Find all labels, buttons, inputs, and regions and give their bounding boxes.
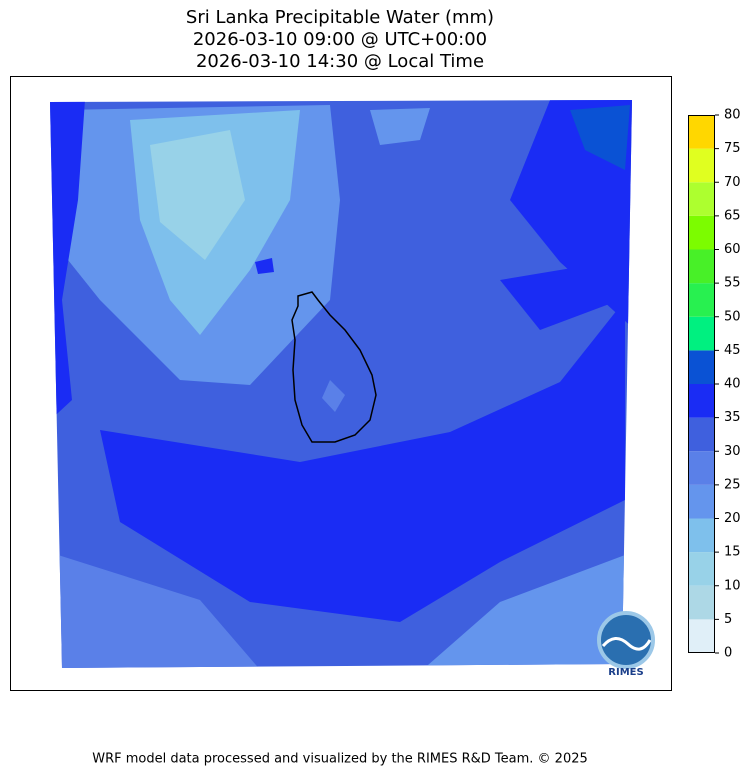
colorbar-band	[688, 316, 715, 351]
colorbar-band	[688, 518, 715, 553]
colorbar: 0 5 10 15 20 25 30 35 40 45 50 55 60 65 70 75 80	[688, 108, 741, 661]
field-region	[570, 105, 630, 170]
logo: RIMES	[597, 611, 655, 678]
colorbar-band	[688, 417, 715, 452]
colorbar-tick-label: 25	[724, 477, 741, 492]
colorbar-tick-label: 80	[724, 108, 741, 123]
title-line: 2026-03-10 14:30 @ Local Time	[196, 51, 484, 72]
field-region	[370, 108, 430, 145]
title-line: 2026-03-10 09:00 @ UTC+00:00	[193, 29, 487, 50]
map-field	[50, 100, 632, 668]
colorbar-band	[688, 552, 715, 586]
colorbar-tick-label: 70	[724, 175, 741, 190]
colorbar-tick-label: 30	[724, 444, 741, 459]
logo-emblem	[597, 611, 655, 669]
sri-lanka-outline	[291, 291, 377, 443]
colorbar-tick-label: 55	[724, 276, 741, 291]
colorbar-band	[688, 619, 715, 653]
field-region	[150, 130, 245, 260]
colorbar-band	[688, 215, 715, 250]
colorbar-band	[688, 484, 715, 519]
field-region	[100, 300, 625, 622]
colorbar-border	[688, 115, 715, 653]
colorbar-tick-label: 20	[724, 511, 741, 526]
footer: WRF model data processed and visualized …	[92, 752, 588, 767]
colorbar-tick-label: 15	[724, 545, 741, 560]
colorbar-band	[688, 148, 715, 183]
colorbar-tick-label: 50	[724, 309, 741, 324]
colorbar-band	[688, 115, 715, 149]
colorbar-tick-label: 5	[724, 612, 732, 627]
colorbar-band	[688, 350, 715, 384]
colorbar-band	[688, 182, 715, 216]
colorbar-band	[688, 384, 715, 418]
colorbar-tick-label: 60	[724, 242, 741, 257]
colorbar-tick-label: 0	[724, 646, 732, 661]
colorbar-band	[688, 249, 715, 284]
colorbar-tick-label: 65	[724, 208, 741, 223]
title-line: Sri Lanka Precipitable Water (mm)	[186, 7, 494, 28]
logo-text: RIMES	[608, 667, 643, 678]
field-region	[58, 555, 262, 668]
field-region	[255, 258, 274, 274]
colorbar-band	[688, 451, 715, 485]
field-region	[322, 380, 345, 412]
colorbar-band	[688, 283, 715, 317]
field-region	[420, 555, 625, 668]
colorbar-tick-label: 75	[724, 141, 741, 156]
colorbar-tick-label: 45	[724, 343, 741, 358]
colorbar-band	[688, 585, 715, 620]
colorbar-tick-label: 10	[724, 578, 741, 593]
logo-wave	[601, 637, 652, 651]
colorbar-tick-label: 40	[724, 377, 741, 392]
colorbar-tick-label: 35	[724, 410, 741, 425]
field-region	[500, 260, 620, 330]
